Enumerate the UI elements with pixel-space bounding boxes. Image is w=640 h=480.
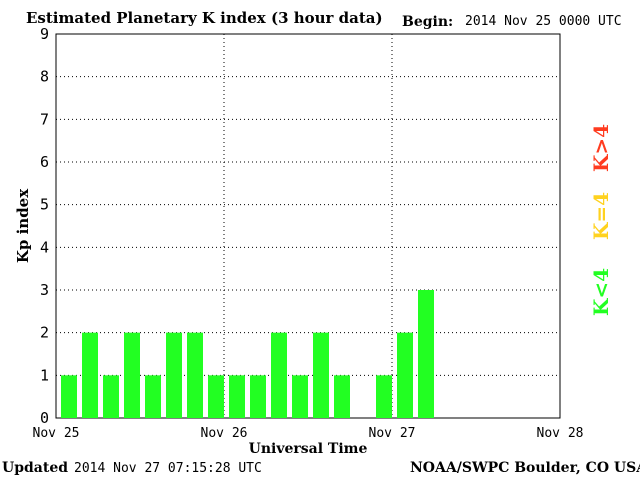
y-axis-title: Kp index [14, 188, 32, 263]
x-axis-title: Universal Time [249, 441, 368, 457]
kp-bar [61, 375, 77, 418]
y-tick-label: 6 [40, 153, 49, 171]
source-credit: NOAA/SWPC Boulder, CO USA [410, 460, 640, 476]
x-tick-label: Nov 25 [33, 426, 80, 441]
chart-title: Estimated Planetary K index (3 hour data… [26, 9, 383, 27]
kp-bar [376, 375, 392, 418]
legend-label: K>4 [589, 124, 613, 172]
kp-bar [313, 332, 329, 418]
y-tick-label: 2 [40, 324, 49, 342]
legend-label: K=4 [589, 192, 613, 240]
kp-bar [82, 332, 98, 418]
kp-bar [103, 375, 119, 418]
y-tick-label: 8 [40, 68, 49, 86]
y-tick-label: 5 [40, 196, 49, 214]
x-tick-label: Nov 27 [369, 426, 416, 441]
x-tick-label: Nov 26 [201, 426, 248, 441]
updated-value: 2014 Nov 27 07:15:28 UTC [74, 461, 262, 476]
begin-value: 2014 Nov 25 0000 UTC [465, 14, 622, 29]
y-tick-label: 3 [40, 281, 49, 299]
begin-label: Begin: [402, 14, 454, 30]
kp-bar [292, 375, 308, 418]
kp-bar [166, 332, 182, 418]
kp-bar [145, 375, 161, 418]
kp-bar [124, 332, 140, 418]
kp-bar [187, 332, 203, 418]
legend-label: K<4 [589, 268, 613, 316]
y-tick-label: 4 [40, 238, 49, 256]
kp-bar [250, 375, 266, 418]
y-tick-label: 1 [40, 366, 49, 384]
kp-bar [418, 290, 434, 418]
kp-bar [229, 375, 245, 418]
kp-bar [208, 375, 224, 418]
y-tick-label: 7 [40, 110, 49, 128]
y-tick-label: 9 [40, 25, 49, 43]
kp-bar [334, 375, 350, 418]
kp-bar [397, 332, 413, 418]
x-tick-label: Nov 28 [537, 426, 584, 441]
kp-bar [271, 332, 287, 418]
y-tick-label: 0 [40, 409, 49, 427]
updated-label: Updated [2, 460, 69, 476]
